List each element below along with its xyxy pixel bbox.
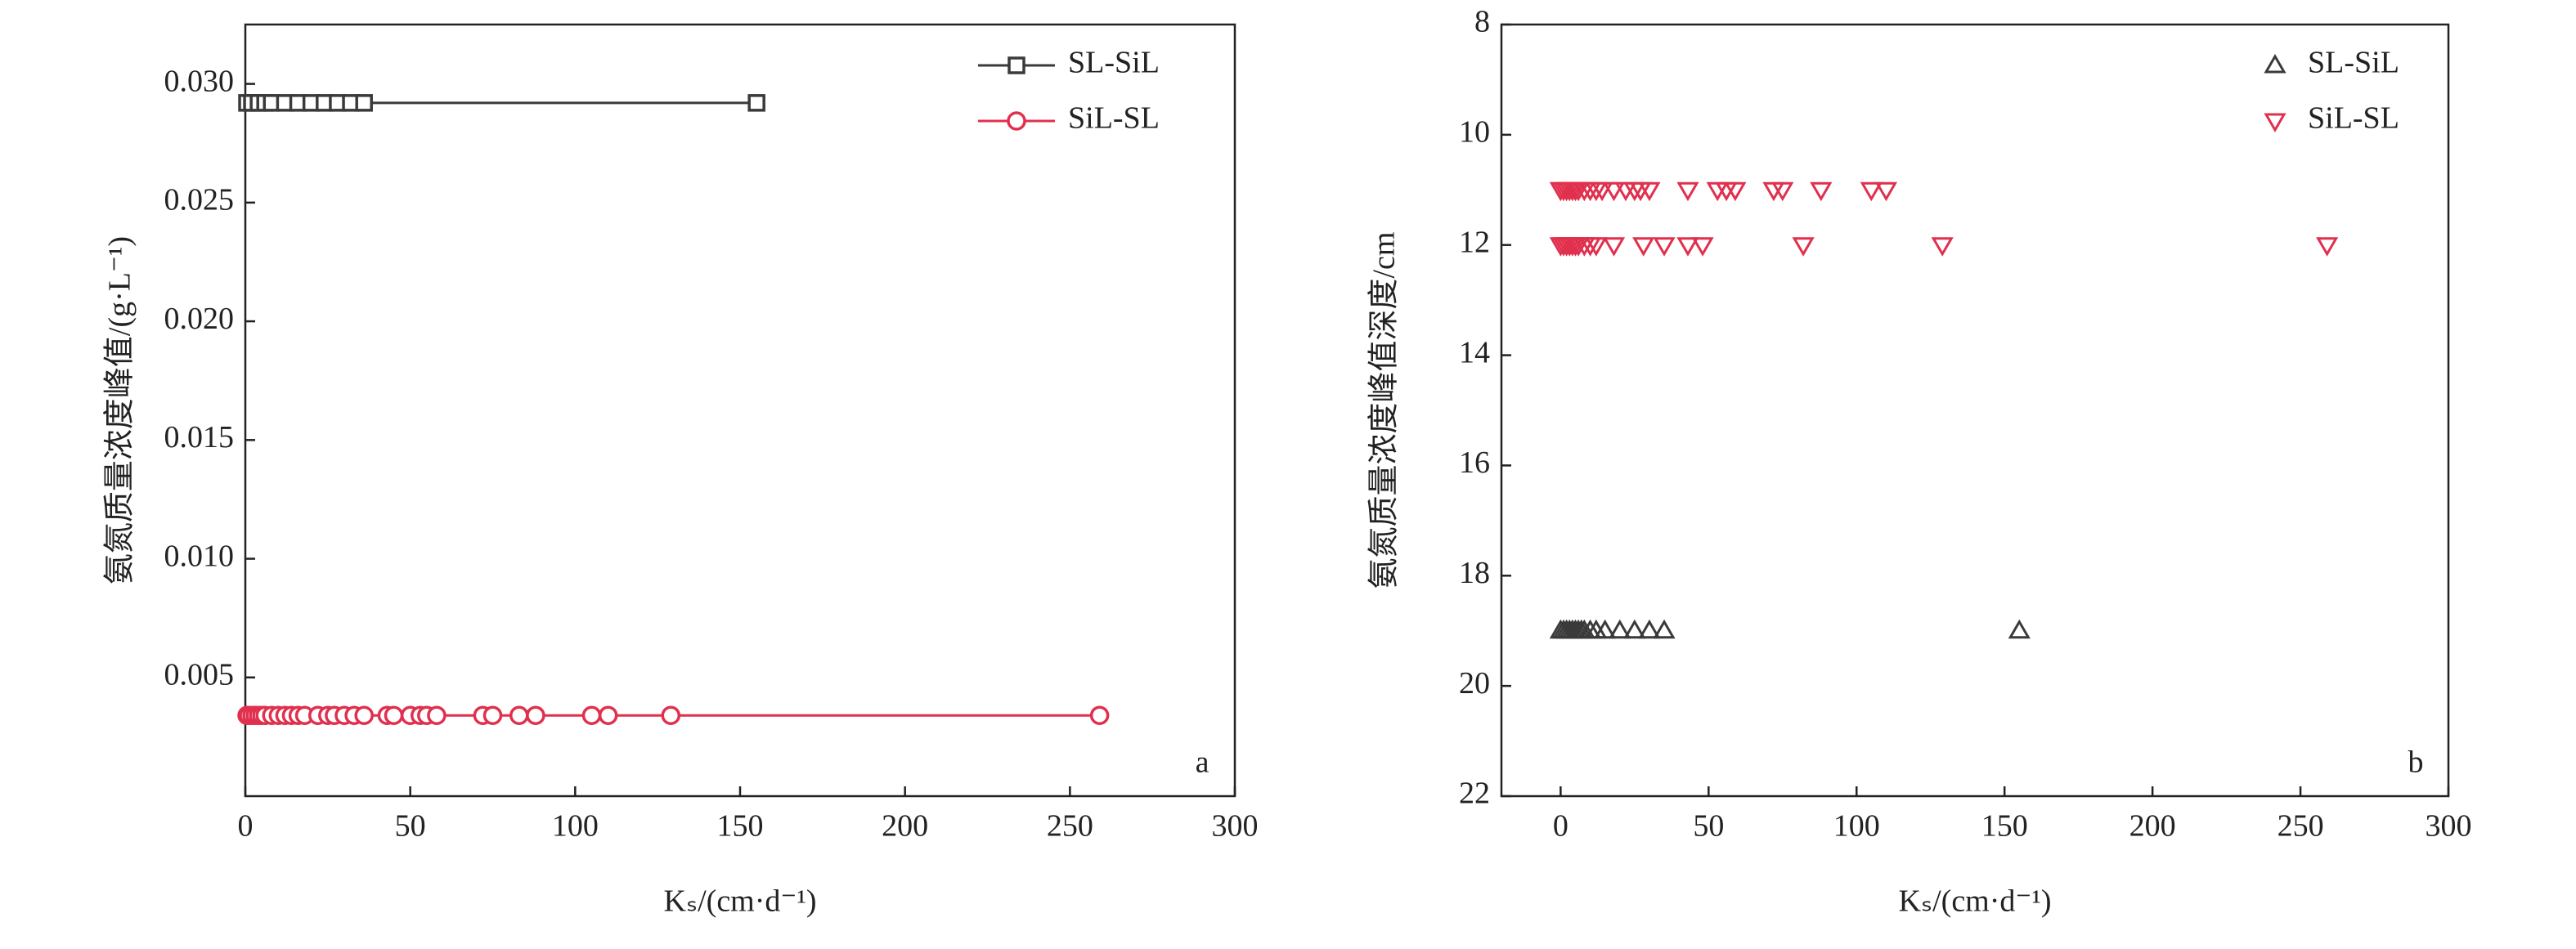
legend-label: SiL-SL [2308,101,2399,136]
data-point [1931,237,1954,257]
data-point [661,705,681,725]
legend-label: SL-SiL [2308,46,2399,80]
y-tick-label: 0.020 [164,302,235,336]
x-tick-label: 100 [1833,809,1880,844]
data-point [1594,619,1617,639]
y-tick-label: 0.005 [164,657,235,692]
data-point [1691,237,1714,257]
data-point [384,705,404,725]
data-point [1623,619,1646,639]
data-point [1874,181,1898,202]
y-axis-label: 氨氮质量浓度峰值深度/cm [1367,232,1402,589]
legend-marker [2264,54,2287,74]
data-point [1653,237,1676,257]
data-point [1602,181,1626,202]
y-tick-label: 0.015 [164,420,235,454]
y-tick-label: 8 [1474,5,1490,39]
data-point [581,705,602,725]
data-point [2316,237,2339,257]
y-tick-label: 0.030 [164,64,235,98]
x-tick-label: 200 [2129,809,2176,844]
y-tick-label: 0.010 [164,539,235,573]
data-point [1638,619,1661,639]
data-point [1609,619,1631,639]
y-tick-label: 18 [1459,556,1490,590]
x-tick-label: 300 [2426,809,2472,844]
data-point [1860,181,1883,202]
x-tick-label: 0 [238,809,254,844]
plot-frame [1500,23,2450,798]
y-tick-label: 14 [1459,335,1490,369]
x-tick-label: 250 [1047,809,1093,844]
x-tick-label: 150 [717,809,764,844]
data-point [355,94,373,112]
panel-label: b [2408,745,2424,780]
x-tick-label: 300 [1212,809,1259,844]
data-point [1676,181,1699,202]
legend-marker [1008,56,1025,74]
data-point [598,705,618,725]
data-point [1089,705,1110,725]
data-point [1771,181,1794,202]
legend-label: SiL-SL [1068,101,1160,136]
panel-label: a [1196,745,1209,780]
y-tick-label: 16 [1459,445,1490,480]
y-tick-label: 0.025 [164,183,235,217]
x-tick-label: 50 [1693,809,1724,844]
data-point [354,705,374,725]
data-point [1632,237,1655,257]
data-point [482,705,503,725]
data-point [526,705,545,725]
data-point [1585,237,1608,257]
y-tick-label: 10 [1459,115,1490,150]
data-point [1792,237,1815,257]
y-tick-label: 22 [1459,777,1490,811]
data-point [1591,181,1613,202]
x-axis-label: Kₛ/(cm·d⁻¹) [1898,884,2051,919]
x-tick-label: 0 [1553,809,1568,844]
data-point [747,94,765,112]
legend-label: SL-SiL [1068,46,1160,80]
data-point [1676,237,1699,257]
x-tick-label: 50 [395,809,426,844]
data-point [509,705,529,725]
plot-frame [244,23,1236,798]
x-axis-label: Kₛ/(cm·d⁻¹) [663,884,816,919]
data-point [1810,181,1833,202]
data-point [1602,237,1626,257]
data-point [1724,181,1747,202]
data-point [427,705,447,725]
y-tick-label: 12 [1459,225,1490,259]
y-tick-label: 20 [1459,666,1490,701]
data-point [2008,619,2031,639]
x-tick-label: 100 [552,809,599,844]
x-tick-label: 200 [882,809,928,844]
y-axis-label: 氨氮质量浓度峰值/(g·L⁻¹) [103,236,137,584]
legend-marker [1007,111,1026,131]
x-tick-label: 250 [2278,809,2324,844]
data-point [1638,181,1661,202]
legend-marker [2264,113,2287,132]
x-tick-label: 150 [1981,809,2028,844]
data-point [1653,619,1676,639]
